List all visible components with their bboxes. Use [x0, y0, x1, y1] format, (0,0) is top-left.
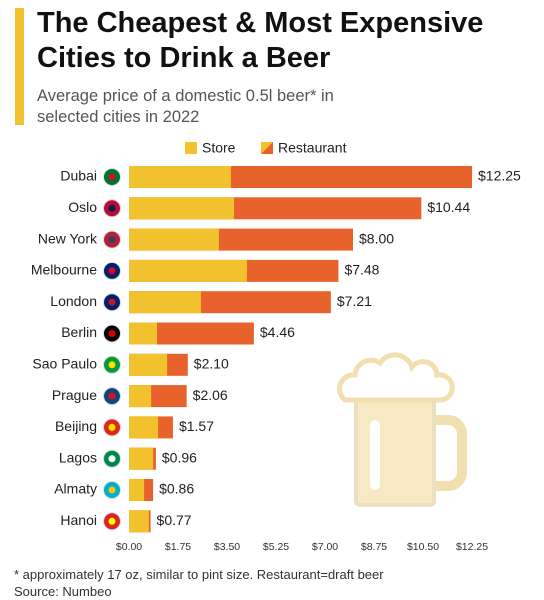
flag-detail — [108, 486, 116, 494]
bar-store — [129, 447, 154, 470]
y-tick-label: Dubai — [60, 168, 97, 184]
value-label: $0.96 — [162, 449, 197, 465]
legend-label: Restaurant — [278, 140, 347, 156]
flag-detail — [108, 330, 116, 337]
bar-store — [129, 322, 157, 345]
value-label: $4.46 — [260, 324, 295, 340]
footnote: * approximately 17 oz, similar to pint s… — [14, 567, 384, 582]
flag-detail — [108, 173, 116, 181]
chart-subtitle: Average price of a domestic 0.5l beer* i… — [37, 87, 334, 126]
flag-detail — [108, 361, 116, 369]
y-tick-label: Almaty — [54, 481, 97, 497]
bar-store — [129, 479, 145, 501]
bar-store — [129, 166, 231, 188]
x-tick-label: $0.00 — [116, 541, 142, 553]
bar-restaurant — [129, 322, 254, 345]
value-label: $2.10 — [194, 356, 229, 372]
x-tick-label: $3.50 — [214, 541, 240, 553]
x-tick-label: $7.00 — [312, 541, 338, 553]
flag-detail — [108, 298, 116, 306]
legend-label: Store — [202, 140, 236, 156]
flag-detail — [108, 455, 116, 463]
bar-store — [129, 510, 149, 533]
y-tick-label: Berlin — [61, 324, 97, 340]
y-tick-label: London — [50, 293, 97, 309]
value-label: $7.21 — [337, 293, 372, 309]
footer: * approximately 17 oz, similar to pint s… — [14, 566, 384, 600]
value-label: $7.48 — [344, 262, 379, 278]
flag-detail — [108, 517, 116, 525]
accent-bar — [15, 8, 24, 125]
y-tick-label: Hanoi — [60, 512, 97, 528]
value-label: $2.06 — [193, 387, 228, 403]
y-tick-label: New York — [38, 230, 98, 246]
value-label: $1.57 — [179, 418, 214, 434]
x-tick-label: $10.50 — [407, 541, 439, 553]
flag-detail — [108, 236, 116, 244]
chart-title: The Cheapest & Most Expensive Cities to … — [37, 7, 484, 74]
legend-swatch-half — [261, 142, 273, 154]
bar-store — [129, 228, 219, 251]
y-tick-label: Lagos — [59, 449, 97, 465]
x-tick-label: $5.25 — [263, 541, 289, 553]
x-tick-label: $8.75 — [361, 541, 387, 553]
source: Source: Numbeo — [14, 584, 112, 599]
x-tick-label: $1.75 — [165, 541, 191, 553]
bar-store — [129, 197, 234, 220]
bar-store — [129, 259, 247, 282]
value-label: $0.77 — [157, 512, 192, 528]
value-label: $10.44 — [427, 199, 470, 215]
flag-detail — [108, 423, 116, 431]
y-tick-label: Melbourne — [31, 262, 97, 278]
value-label: $0.86 — [159, 481, 194, 497]
flag-detail — [108, 204, 116, 212]
x-tick-label: $12.25 — [456, 541, 488, 553]
value-label: $12.25 — [478, 168, 521, 184]
bar-store — [129, 291, 201, 314]
beer-mug — [337, 352, 467, 507]
y-tick-label: Oslo — [68, 199, 97, 215]
bar-store — [129, 353, 168, 376]
flag-detail — [108, 392, 116, 400]
bar-store — [129, 385, 152, 408]
flag-detail — [108, 267, 116, 275]
value-label: $8.00 — [359, 230, 394, 246]
y-tick-label: Sao Paulo — [32, 356, 97, 372]
y-tick-label: Prague — [52, 387, 97, 403]
y-tick-label: Beijing — [55, 418, 97, 434]
bar-store — [129, 416, 159, 439]
legend-swatch — [185, 142, 197, 154]
